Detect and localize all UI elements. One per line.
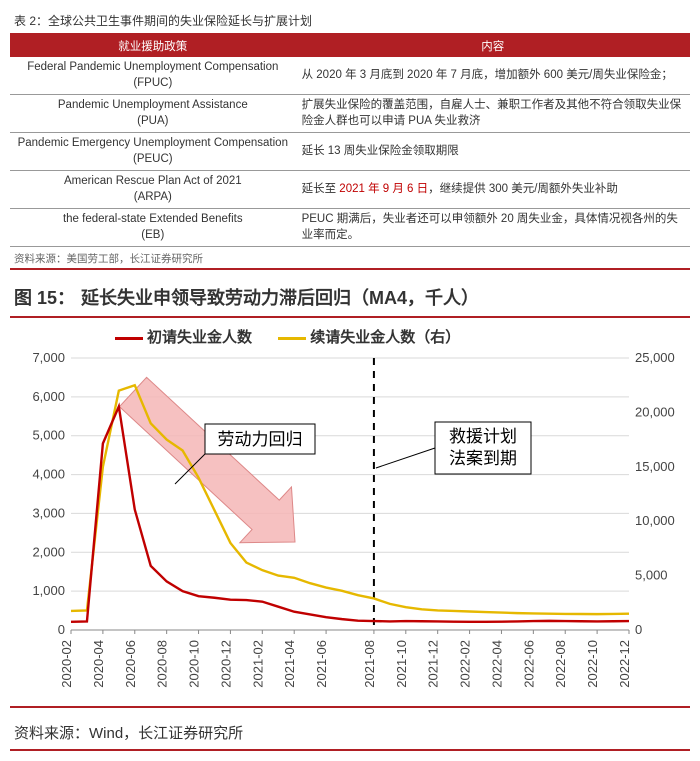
svg-text:2,000: 2,000 xyxy=(32,544,65,559)
svg-text:2020-10: 2020-10 xyxy=(187,640,202,688)
svg-text:1,000: 1,000 xyxy=(32,583,65,598)
svg-text:劳动力回归: 劳动力回归 xyxy=(218,430,303,449)
svg-text:2022-06: 2022-06 xyxy=(521,640,536,688)
svg-text:2022-10: 2022-10 xyxy=(585,640,600,688)
svg-text:2022-02: 2022-02 xyxy=(458,640,473,688)
table-caption: 表 2：全球公共卫生事件期间的失业保险延长与扩展计划 xyxy=(10,10,690,35)
table-row: the federal-state Extended Benefits(EB) … xyxy=(10,209,690,247)
svg-text:2021-08: 2021-08 xyxy=(362,640,377,688)
th-content: 内容 xyxy=(296,35,690,57)
svg-text:2022-04: 2022-04 xyxy=(489,640,504,688)
table-row: Pandemic Unemployment Assistance(PUA) 扩展… xyxy=(10,95,690,133)
table-source: 资料来源：美国劳工部，长江证券研究所 xyxy=(10,247,690,270)
svg-text:0: 0 xyxy=(58,622,65,637)
table-row: American Rescue Plan Act of 2021(ARPA) 延… xyxy=(10,171,690,209)
svg-text:2022-08: 2022-08 xyxy=(553,640,568,688)
svg-text:6,000: 6,000 xyxy=(32,389,65,404)
svg-text:5,000: 5,000 xyxy=(635,568,668,583)
line-chart: 0 1,000 2,000 3,000 4,000 5,000 6,000 7,000 0 5,0… xyxy=(15,352,685,702)
table-row: Pandemic Emergency Unemployment Compensa… xyxy=(10,133,690,171)
svg-text:2020-08: 2020-08 xyxy=(155,640,170,688)
svg-text:20,000: 20,000 xyxy=(635,405,675,420)
svg-text:10,000: 10,000 xyxy=(635,513,675,528)
svg-text:0: 0 xyxy=(635,622,642,637)
svg-text:2021-04: 2021-04 xyxy=(282,640,297,688)
svg-text:2021-02: 2021-02 xyxy=(250,640,265,688)
figure-source: 资料来源：Wind，长江证券研究所 xyxy=(10,706,690,751)
svg-text:3,000: 3,000 xyxy=(32,506,65,521)
svg-text:2022-12: 2022-12 xyxy=(617,640,632,688)
svg-text:法案到期: 法案到期 xyxy=(449,449,517,468)
svg-text:4,000: 4,000 xyxy=(32,467,65,482)
svg-text:2020-06: 2020-06 xyxy=(123,640,138,688)
chart-legend: 初请失业金人数 续请失业金人数（右） xyxy=(115,326,482,347)
svg-text:2020-04: 2020-04 xyxy=(91,640,106,688)
svg-text:5,000: 5,000 xyxy=(32,428,65,443)
svg-text:2020-12: 2020-12 xyxy=(218,640,233,688)
svg-text:25,000: 25,000 xyxy=(635,352,675,365)
svg-text:2021-06: 2021-06 xyxy=(314,640,329,688)
th-policy: 就业援助政策 xyxy=(10,35,296,57)
svg-text:2021-12: 2021-12 xyxy=(426,640,441,688)
chart-container: 初请失业金人数 续请失业金人数（右） 0 1,000 2,000 3,000 4,000… xyxy=(15,324,685,704)
svg-text:救援计划: 救援计划 xyxy=(449,427,517,446)
figure-title: 图 15：延长失业申领导致劳动力滞后回归（MA4，千人） xyxy=(10,270,690,318)
svg-text:15,000: 15,000 xyxy=(635,459,675,474)
svg-text:2020-02: 2020-02 xyxy=(59,640,74,688)
svg-text:2021-10: 2021-10 xyxy=(394,640,409,688)
svg-text:7,000: 7,000 xyxy=(32,352,65,365)
table-row: Federal Pandemic Unemployment Compensati… xyxy=(10,57,690,95)
policy-table: 就业援助政策 内容 Federal Pandemic Unemployment … xyxy=(10,35,690,247)
